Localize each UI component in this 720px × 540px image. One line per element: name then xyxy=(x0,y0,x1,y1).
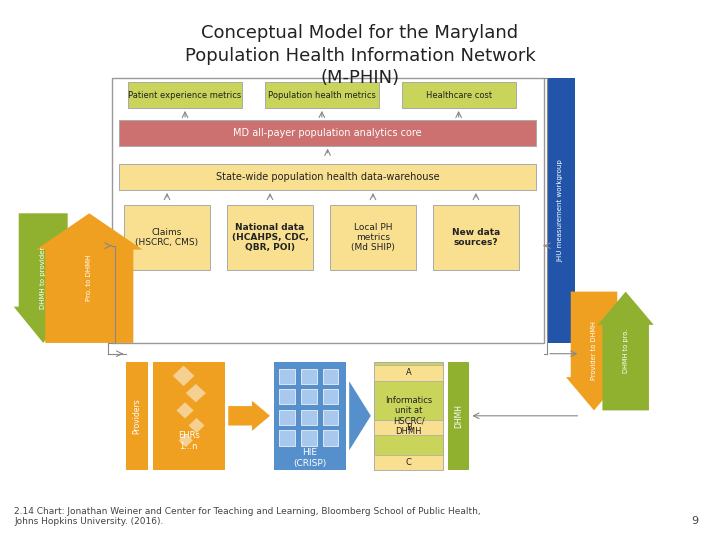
Text: DHMH to pro.: DHMH to pro. xyxy=(623,329,629,373)
Text: Informatics
unit at
HSCRC/
DHMH: Informatics unit at HSCRC/ DHMH xyxy=(385,396,432,436)
Polygon shape xyxy=(36,213,143,343)
Text: HIE
(CRISP): HIE (CRISP) xyxy=(293,448,326,468)
Text: Provider to DHMH: Provider to DHMH xyxy=(591,321,597,381)
Text: Local PH
metrics
(Md SHIP): Local PH metrics (Md SHIP) xyxy=(351,222,395,253)
Polygon shape xyxy=(228,401,270,431)
Text: New data
sources?: New data sources? xyxy=(451,228,500,247)
FancyBboxPatch shape xyxy=(374,455,443,470)
FancyBboxPatch shape xyxy=(323,369,338,384)
Text: Providers: Providers xyxy=(132,398,141,434)
FancyBboxPatch shape xyxy=(279,369,295,384)
FancyBboxPatch shape xyxy=(279,430,295,445)
FancyBboxPatch shape xyxy=(227,205,313,270)
Text: State-wide population health data-warehouse: State-wide population health data-wareho… xyxy=(216,172,439,182)
FancyBboxPatch shape xyxy=(433,205,519,270)
FancyBboxPatch shape xyxy=(374,420,443,435)
FancyBboxPatch shape xyxy=(323,430,338,445)
Text: C: C xyxy=(405,458,412,467)
Text: Claims
(HSCRC, CMS): Claims (HSCRC, CMS) xyxy=(135,228,199,247)
FancyBboxPatch shape xyxy=(402,82,516,108)
Text: 9: 9 xyxy=(691,516,698,526)
Text: EHRs
1...n: EHRs 1...n xyxy=(178,431,199,451)
FancyBboxPatch shape xyxy=(274,362,346,470)
Text: B: B xyxy=(405,423,412,431)
Text: Patient experience metrics: Patient experience metrics xyxy=(128,91,242,99)
Text: 2.14 Chart: Jonathan Weiner and Center for Teaching and Learning, Bloomberg Scho: 2.14 Chart: Jonathan Weiner and Center f… xyxy=(14,507,481,526)
FancyBboxPatch shape xyxy=(323,389,338,404)
FancyBboxPatch shape xyxy=(265,82,379,108)
FancyBboxPatch shape xyxy=(448,362,469,470)
Polygon shape xyxy=(598,292,654,410)
Text: MD all-payer population analytics core: MD all-payer population analytics core xyxy=(233,128,422,138)
FancyBboxPatch shape xyxy=(119,120,536,146)
Text: Conceptual Model for the Maryland
Population Health Information Network
(M-PHIN): Conceptual Model for the Maryland Popula… xyxy=(184,24,536,87)
Polygon shape xyxy=(176,402,194,418)
FancyBboxPatch shape xyxy=(374,364,443,381)
FancyBboxPatch shape xyxy=(323,410,338,425)
FancyBboxPatch shape xyxy=(301,369,317,384)
Text: National data
(HCAHPS, CDC,
QBR, POI): National data (HCAHPS, CDC, QBR, POI) xyxy=(232,222,308,253)
FancyBboxPatch shape xyxy=(301,430,317,445)
Text: Healthcare cost: Healthcare cost xyxy=(426,91,492,99)
Polygon shape xyxy=(179,434,193,447)
FancyBboxPatch shape xyxy=(301,389,317,404)
Text: DHMH to provider: DHMH to provider xyxy=(40,247,46,309)
FancyBboxPatch shape xyxy=(124,205,210,270)
FancyBboxPatch shape xyxy=(279,410,295,425)
Text: Population health metrics: Population health metrics xyxy=(268,91,376,99)
FancyBboxPatch shape xyxy=(279,389,295,404)
Polygon shape xyxy=(566,292,622,410)
FancyBboxPatch shape xyxy=(301,410,317,425)
FancyBboxPatch shape xyxy=(153,362,225,470)
FancyBboxPatch shape xyxy=(128,82,242,108)
Text: Pro. to DHMH: Pro. to DHMH xyxy=(86,255,92,301)
FancyBboxPatch shape xyxy=(126,362,148,470)
Text: JHU measurement workgroup: JHU measurement workgroup xyxy=(558,159,564,262)
FancyBboxPatch shape xyxy=(330,205,416,270)
FancyBboxPatch shape xyxy=(112,78,544,343)
Text: DHMH: DHMH xyxy=(454,404,463,428)
Text: A: A xyxy=(406,368,411,377)
Polygon shape xyxy=(173,366,194,386)
Polygon shape xyxy=(14,213,73,343)
FancyBboxPatch shape xyxy=(374,362,443,470)
Polygon shape xyxy=(349,381,371,450)
Polygon shape xyxy=(186,384,206,402)
FancyBboxPatch shape xyxy=(119,164,536,190)
Polygon shape xyxy=(189,418,204,433)
FancyBboxPatch shape xyxy=(547,78,575,343)
